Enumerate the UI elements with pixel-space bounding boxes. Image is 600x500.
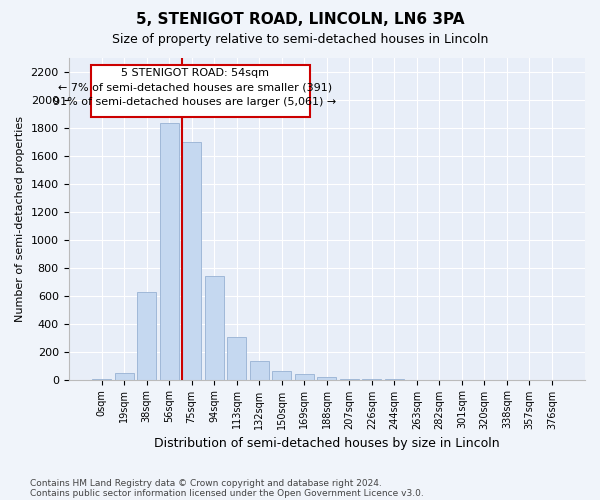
Bar xyxy=(362,379,382,380)
FancyBboxPatch shape xyxy=(91,65,310,117)
Text: Contains public sector information licensed under the Open Government Licence v3: Contains public sector information licen… xyxy=(30,488,424,498)
Bar xyxy=(92,379,111,380)
Text: ← 7% of semi-detached houses are smaller (391): ← 7% of semi-detached houses are smaller… xyxy=(58,82,332,92)
Text: 5, STENIGOT ROAD, LINCOLN, LN6 3PA: 5, STENIGOT ROAD, LINCOLN, LN6 3PA xyxy=(136,12,464,28)
Bar xyxy=(250,360,269,380)
Bar xyxy=(295,374,314,380)
Bar xyxy=(115,372,134,380)
Text: 91% of semi-detached houses are larger (5,061) →: 91% of semi-detached houses are larger (… xyxy=(53,98,337,108)
Bar xyxy=(272,371,291,380)
X-axis label: Distribution of semi-detached houses by size in Lincoln: Distribution of semi-detached houses by … xyxy=(154,437,500,450)
Bar xyxy=(182,142,201,380)
Text: 5 STENIGOT ROAD: 54sqm: 5 STENIGOT ROAD: 54sqm xyxy=(121,68,269,78)
Y-axis label: Number of semi-detached properties: Number of semi-detached properties xyxy=(15,116,25,322)
Bar xyxy=(137,292,156,380)
Text: Size of property relative to semi-detached houses in Lincoln: Size of property relative to semi-detach… xyxy=(112,32,488,46)
Text: Contains HM Land Registry data © Crown copyright and database right 2024.: Contains HM Land Registry data © Crown c… xyxy=(30,478,382,488)
Bar xyxy=(227,337,246,380)
Bar xyxy=(160,124,179,380)
Bar xyxy=(340,379,359,380)
Bar xyxy=(317,377,337,380)
Bar xyxy=(205,276,224,380)
